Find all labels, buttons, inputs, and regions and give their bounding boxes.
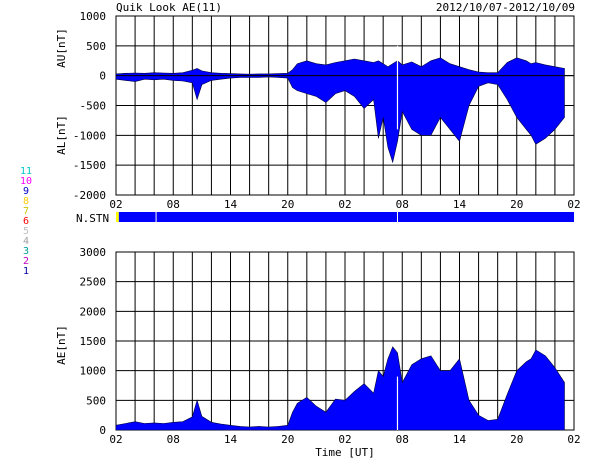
x-axis-label: Time [UT] [315, 446, 375, 459]
x-tick-label: 14 [453, 433, 467, 446]
station-legend-item: 3 [23, 246, 29, 257]
y-tick-label: -1000 [73, 129, 106, 142]
station-legend-item: 4 [23, 236, 29, 247]
y-tick-label: 3000 [80, 246, 107, 259]
station-legend-item: 11 [20, 166, 32, 177]
ae-axis-label: AE[nT] [55, 325, 68, 365]
y-tick-label: 500 [86, 40, 106, 53]
station-legend-item: 2 [23, 256, 29, 267]
nstn-panel [116, 212, 574, 222]
x-tick-label: 02 [338, 198, 351, 211]
station-legend-item: 8 [23, 196, 29, 207]
au-series [115, 57, 565, 76]
nstn-segment [397, 212, 574, 222]
y-tick-label: -500 [80, 100, 107, 113]
x-tick-label: 14 [453, 198, 467, 211]
x-tick-label: 14 [224, 433, 238, 446]
y-tick-label: 1000 [80, 10, 107, 23]
x-tick-label: 02 [567, 198, 580, 211]
x-tick-label: 08 [396, 433, 409, 446]
al-series [115, 75, 565, 164]
nstn-segment [116, 212, 119, 222]
station-legend-item: 6 [23, 216, 29, 227]
x-tick-label: 14 [224, 198, 238, 211]
x-tick-label: 02 [338, 433, 351, 446]
station-legend-item: 7 [23, 206, 29, 217]
station-legend-item: 5 [23, 226, 29, 237]
x-tick-label: 02 [109, 433, 122, 446]
y-tick-label: 0 [99, 424, 106, 437]
x-tick-label: 20 [281, 198, 294, 211]
y-tick-label: 2500 [80, 276, 107, 289]
y-tick-label: 1000 [80, 365, 107, 378]
chart-title: Quik Look AE(11) [116, 1, 222, 14]
y-tick-label: 0 [99, 70, 106, 83]
y-tick-label: -2000 [73, 189, 106, 202]
nstn-segment [156, 212, 398, 222]
x-tick-label: 08 [396, 198, 409, 211]
ae-series [115, 346, 565, 431]
x-tick-label: 20 [510, 198, 523, 211]
x-tick-label: 20 [281, 433, 294, 446]
nstn-segment [118, 212, 157, 222]
y-tick-label: 500 [86, 394, 106, 407]
x-tick-label: 20 [510, 433, 523, 446]
x-tick-label: 08 [167, 433, 180, 446]
x-tick-label: 02 [109, 198, 122, 211]
x-tick-label: 08 [167, 198, 180, 211]
station-legend-item: 1 [23, 266, 29, 277]
x-tick-label: 02 [567, 433, 580, 446]
y-tick-label: 2000 [80, 305, 107, 318]
y-tick-label: -1500 [73, 159, 106, 172]
y-tick-label: 1500 [80, 335, 107, 348]
station-legend-item: 9 [23, 186, 29, 197]
station-legend-item: 10 [20, 176, 32, 187]
au-axis-label: AU[nT] [55, 28, 68, 68]
date-range: 2012/10/07-2012/10/09 [436, 1, 575, 14]
al-axis-label: AL[nT] [55, 115, 68, 155]
nstn-label: N.STN [76, 212, 109, 225]
